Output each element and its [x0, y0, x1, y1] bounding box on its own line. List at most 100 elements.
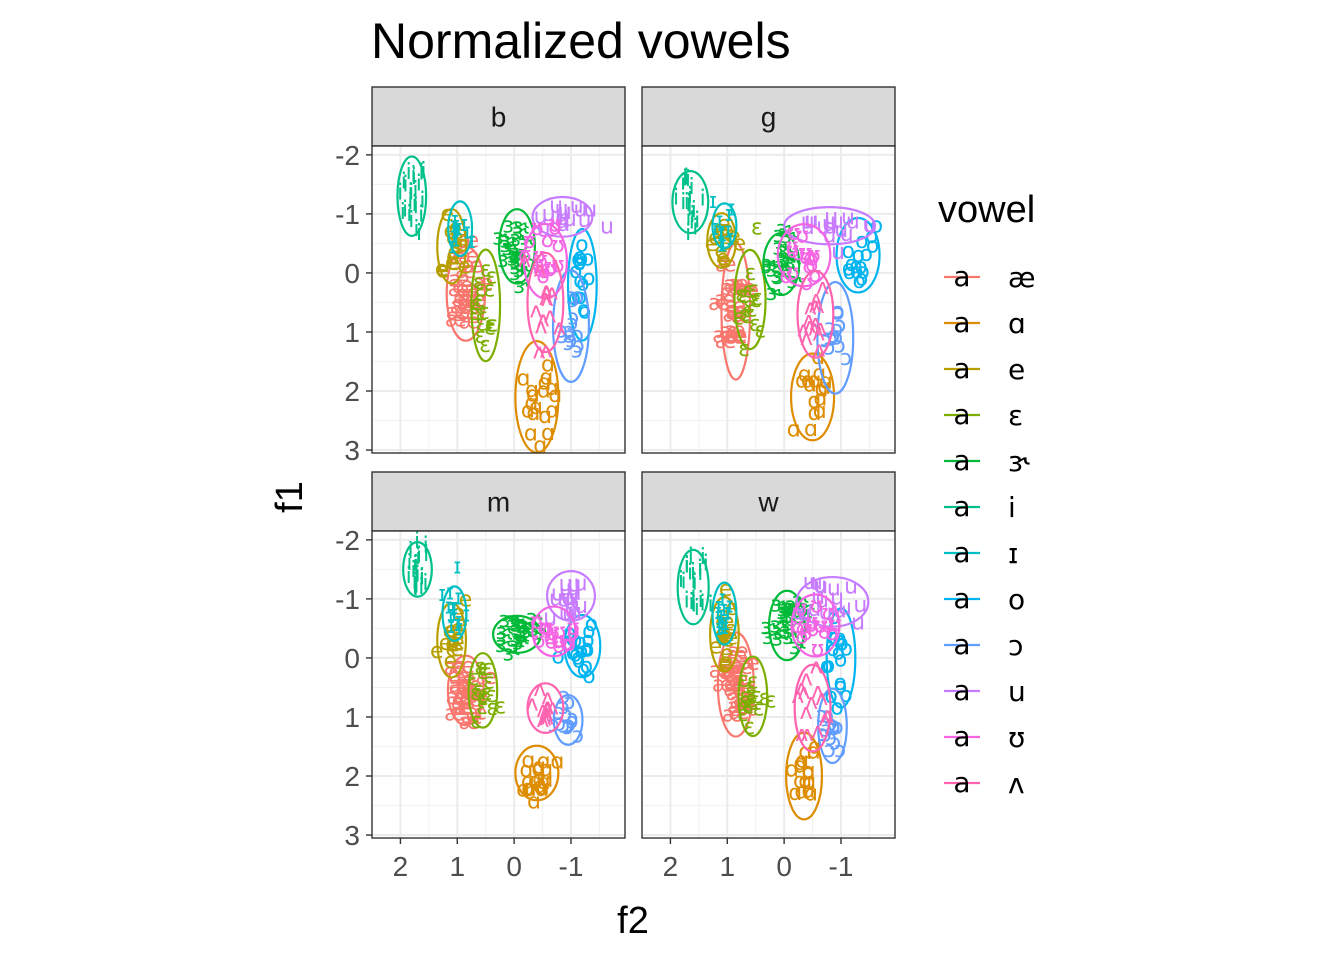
- data-point: u: [574, 197, 588, 222]
- data-point: i: [423, 542, 429, 567]
- data-point: ɪ: [444, 594, 452, 619]
- data-point: ɛ: [739, 688, 751, 713]
- data-point: ɑ: [516, 778, 530, 803]
- data-point: ɑ: [524, 391, 538, 416]
- data-point: ʌ: [795, 722, 808, 747]
- data-point: ɪ: [724, 601, 732, 626]
- data-point: ɛ: [477, 686, 489, 711]
- data-point: ɑ: [538, 404, 552, 429]
- data-point: ʊ: [791, 614, 805, 639]
- data-point: ɑ: [532, 757, 546, 782]
- data-point: ɝ: [502, 213, 519, 238]
- data-point: ɝ: [777, 604, 794, 629]
- data-point: o: [840, 637, 853, 662]
- data-point: i: [683, 166, 689, 191]
- data-point: æ: [723, 272, 745, 297]
- data-point: æ: [450, 295, 472, 320]
- y-tick-label: 1: [344, 317, 360, 348]
- data-point: ɪ: [719, 232, 727, 257]
- data-point: u: [853, 593, 867, 618]
- facet-strip-label: w: [757, 487, 779, 518]
- data-point: ʌ: [791, 684, 804, 709]
- panel-background: [372, 146, 625, 453]
- data-point: u: [864, 213, 878, 238]
- data-point: e: [719, 650, 733, 675]
- data-point: o: [573, 251, 586, 276]
- data-point: ɝ: [492, 225, 509, 250]
- data-point: ɪ: [454, 612, 462, 637]
- data-point: e: [443, 619, 457, 644]
- data-point: e: [718, 652, 732, 677]
- data-point: ɑ: [521, 776, 535, 801]
- data-point: u: [838, 596, 852, 621]
- data-point: æ: [712, 323, 734, 348]
- y-tick-label: -2: [335, 140, 360, 171]
- data-point: ɑ: [803, 372, 817, 397]
- data-point: ɝ: [760, 252, 777, 277]
- x-tick-label: 2: [393, 851, 409, 882]
- data-point: i: [684, 190, 690, 215]
- y-tick-label: -1: [335, 199, 360, 230]
- data-point: u: [556, 212, 570, 237]
- data-point: ɝ: [509, 255, 526, 280]
- panel-border: [371, 530, 626, 839]
- data-point: ʌ: [539, 338, 552, 363]
- x-tick-label: 1: [719, 851, 735, 882]
- data-point: i: [415, 545, 421, 570]
- data-point: ɔ: [564, 713, 576, 738]
- data-point: o: [854, 254, 867, 279]
- data-point: æ: [450, 696, 472, 721]
- data-point: o: [580, 636, 593, 661]
- data-point: ɑ: [807, 389, 821, 414]
- data-point: i: [406, 564, 412, 589]
- data-point: ɔ: [567, 305, 579, 330]
- data-point: ɔ: [566, 706, 578, 731]
- data-point: ɛ: [738, 668, 750, 693]
- data-point: i: [401, 170, 407, 195]
- data-point: ɑ: [532, 767, 546, 792]
- data-point: ɪ: [447, 602, 455, 627]
- data-point: u: [551, 582, 565, 607]
- data-point: i: [684, 553, 690, 578]
- data-point: æ: [467, 682, 489, 707]
- data-point: o: [835, 631, 848, 656]
- data-point: ɛ: [735, 282, 747, 307]
- data-point: o: [843, 260, 856, 285]
- data-point: ɛ: [494, 695, 506, 720]
- data-point: ɔ: [563, 331, 575, 356]
- data-point: ʌ: [529, 298, 542, 323]
- data-point: ʌ: [518, 248, 531, 273]
- data-point: ɛ: [747, 690, 759, 715]
- data-point: u: [797, 602, 811, 627]
- data-point: ɪ: [468, 229, 476, 254]
- data-point: ɑ: [807, 401, 821, 426]
- data-point: ʌ: [816, 275, 829, 300]
- data-point: ɑ: [537, 770, 551, 795]
- data-point: ʌ: [814, 316, 827, 341]
- data-point: ɝ: [509, 249, 526, 274]
- data-point: u: [822, 212, 836, 237]
- data-point: ɛ: [753, 697, 765, 722]
- data-point: ɑ: [539, 768, 553, 793]
- data-point: ɑ: [802, 759, 816, 784]
- data-point: ɪ: [726, 593, 734, 618]
- data-point: ʊ: [541, 617, 555, 642]
- data-point: æ: [734, 276, 756, 301]
- data-point: i: [689, 203, 695, 228]
- confidence-ellipse: [835, 216, 881, 294]
- data-point: ɛ: [471, 291, 483, 316]
- confidence-ellipse: [733, 248, 767, 351]
- data-point: ʊ: [786, 260, 800, 285]
- data-point: æ: [446, 300, 468, 325]
- data-point: ʊ: [518, 243, 532, 268]
- data-point: u: [559, 576, 573, 601]
- y-axis: -2 -1 0 1 2 3: [335, 525, 372, 851]
